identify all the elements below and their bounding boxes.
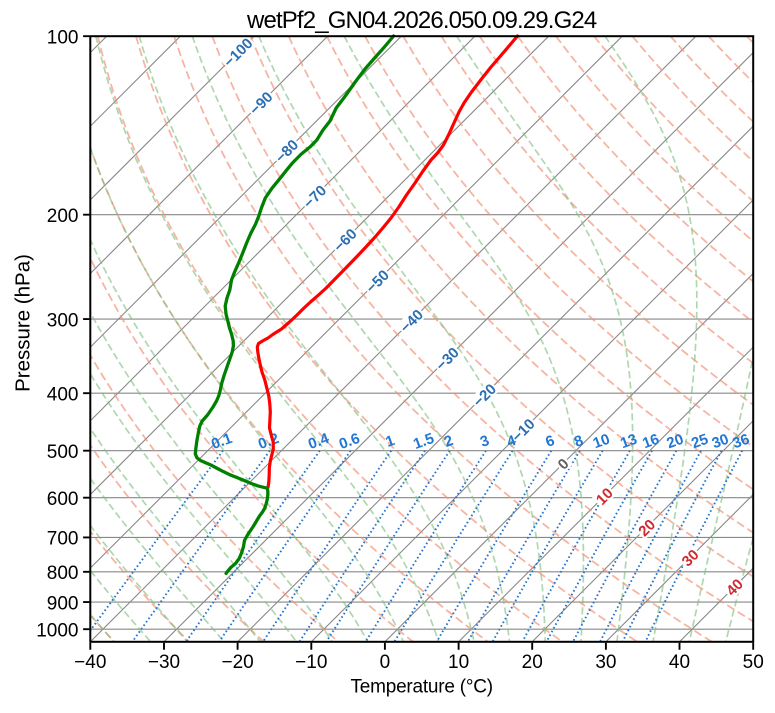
svg-text:13: 13 xyxy=(618,431,639,453)
svg-text:−40: −40 xyxy=(74,652,106,673)
svg-text:0: 0 xyxy=(380,652,391,673)
svg-text:500: 500 xyxy=(47,442,79,463)
svg-text:−30: −30 xyxy=(148,652,180,673)
svg-text:400: 400 xyxy=(47,385,79,406)
svg-text:−10: −10 xyxy=(295,652,327,673)
svg-text:20: 20 xyxy=(664,431,685,453)
svg-text:600: 600 xyxy=(47,489,79,510)
svg-text:0.2: 0.2 xyxy=(256,430,281,453)
svg-text:100: 100 xyxy=(47,28,79,49)
svg-text:10: 10 xyxy=(591,431,612,453)
svg-text:0.4: 0.4 xyxy=(306,430,332,453)
svg-text:200: 200 xyxy=(47,206,79,227)
svg-text:wetPf2_GN04.2026.050.09.29.G24: wetPf2_GN04.2026.050.09.29.G24 xyxy=(246,7,597,34)
svg-text:30: 30 xyxy=(595,652,616,673)
svg-text:Temperature (°C): Temperature (°C) xyxy=(350,676,492,697)
svg-text:25: 25 xyxy=(689,431,710,453)
svg-text:20: 20 xyxy=(522,652,543,673)
svg-text:30: 30 xyxy=(710,431,731,453)
svg-text:700: 700 xyxy=(47,529,79,550)
svg-text:Pressure (hPa): Pressure (hPa) xyxy=(12,254,35,392)
svg-text:900: 900 xyxy=(47,593,79,614)
svg-text:800: 800 xyxy=(47,563,79,584)
svg-text:0.6: 0.6 xyxy=(337,430,362,453)
svg-text:10: 10 xyxy=(448,652,469,673)
svg-text:300: 300 xyxy=(47,310,79,331)
svg-text:36: 36 xyxy=(730,431,751,453)
svg-text:1.5: 1.5 xyxy=(411,430,436,453)
svg-text:1000: 1000 xyxy=(36,621,78,642)
svg-text:40: 40 xyxy=(669,652,690,673)
svg-text:−20: −20 xyxy=(221,652,253,673)
svg-text:16: 16 xyxy=(640,431,661,453)
svg-text:0.1: 0.1 xyxy=(209,430,234,453)
svg-text:50: 50 xyxy=(743,652,764,673)
